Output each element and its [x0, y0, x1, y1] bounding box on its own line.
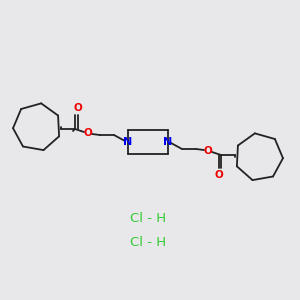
Text: N: N	[123, 137, 133, 147]
Text: O: O	[214, 170, 224, 180]
Text: Cl - H: Cl - H	[130, 212, 166, 224]
Text: O: O	[204, 146, 212, 156]
Text: N: N	[164, 137, 172, 147]
Text: Cl - H: Cl - H	[130, 236, 166, 248]
Text: O: O	[74, 103, 82, 113]
Text: O: O	[84, 128, 92, 138]
